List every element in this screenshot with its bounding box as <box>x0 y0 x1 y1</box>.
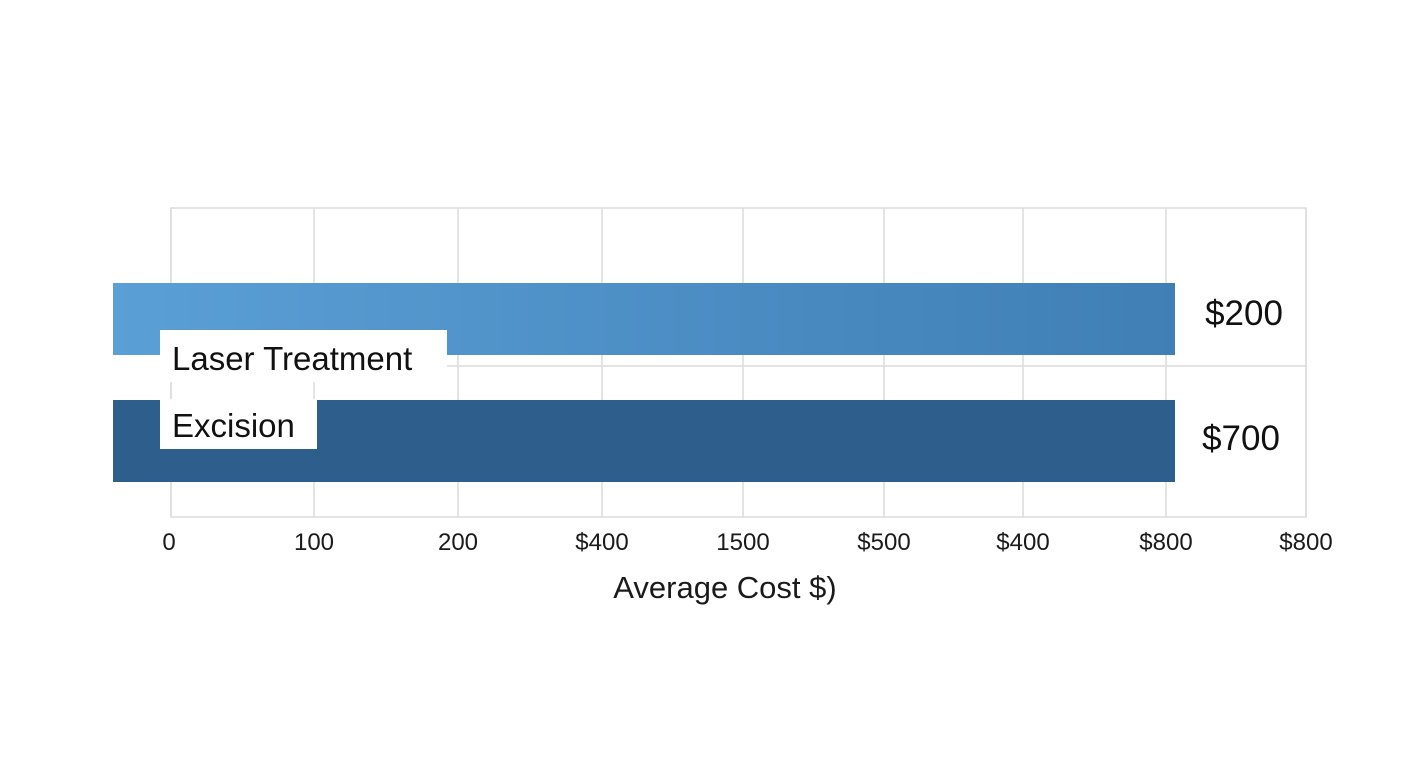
bars <box>113 283 1175 482</box>
value-labels: $200 $700 <box>1202 294 1283 458</box>
category-label: Laser Treatment <box>172 340 412 377</box>
x-tick-label: $800 <box>1139 529 1192 556</box>
bar-value-label: $700 <box>1202 419 1280 458</box>
category-label: Excision <box>172 407 295 444</box>
category-label-background <box>160 330 447 382</box>
x-tick-label: $500 <box>857 529 910 556</box>
x-axis-ticks: 0 100 200 $400 1500 $500 $400 $800 $800 <box>162 529 1332 556</box>
x-tick-label: 200 <box>438 529 478 556</box>
x-tick-label: $800 <box>1279 529 1332 556</box>
category-label-background <box>160 399 317 449</box>
x-tick-label: 1500 <box>716 529 769 556</box>
category-labels: Laser Treatment Excision <box>160 330 447 449</box>
x-tick-label: $400 <box>575 529 628 556</box>
x-tick-label: $400 <box>996 529 1049 556</box>
x-axis-title: Average Cost $) <box>613 570 836 605</box>
bar-value-label: $200 <box>1205 294 1283 333</box>
x-tick-label: 100 <box>294 529 334 556</box>
x-tick-label: 0 <box>162 529 175 556</box>
